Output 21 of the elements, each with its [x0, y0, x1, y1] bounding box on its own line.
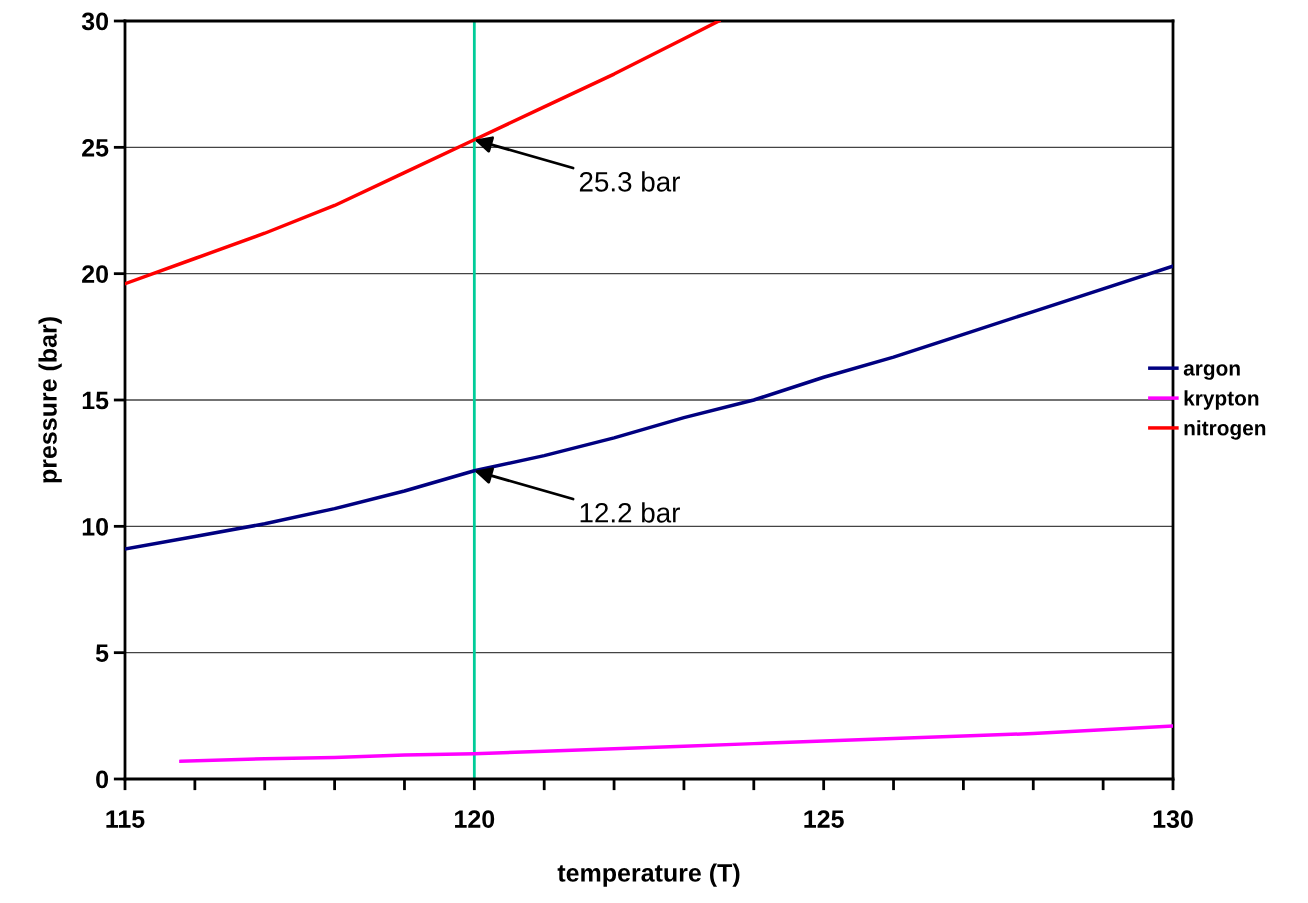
- y-tick-label: 0: [96, 770, 108, 789]
- y-tick-label: 30: [81, 12, 109, 31]
- y-tick-label: 20: [82, 265, 109, 283]
- legend-label: argon: [1183, 364, 1240, 380]
- y-axis-title: pressure (bar): [38, 317, 62, 483]
- legend-label: krypton: [1184, 390, 1259, 410]
- x-tick-label: 115: [106, 810, 145, 828]
- x-axis-title: temperature (T): [557, 863, 740, 887]
- annotation: 25.3 bar: [579, 171, 680, 192]
- annotation: 12.2 bar: [580, 502, 680, 523]
- line-series: [125, 21, 721, 286]
- x-tick-label: 125: [804, 810, 844, 828]
- x-tick-label: 130: [1153, 810, 1193, 828]
- legend-label: nitrogen: [1184, 420, 1266, 440]
- line-series: [179, 724, 1173, 764]
- line-series: [125, 264, 1173, 551]
- x-tick-label: 120: [455, 810, 495, 828]
- y-tick-label: 25: [82, 138, 109, 157]
- y-tick-label: 5: [95, 644, 109, 662]
- y-tick-label: 10: [82, 517, 109, 536]
- y-tick-label: 15: [82, 391, 109, 410]
